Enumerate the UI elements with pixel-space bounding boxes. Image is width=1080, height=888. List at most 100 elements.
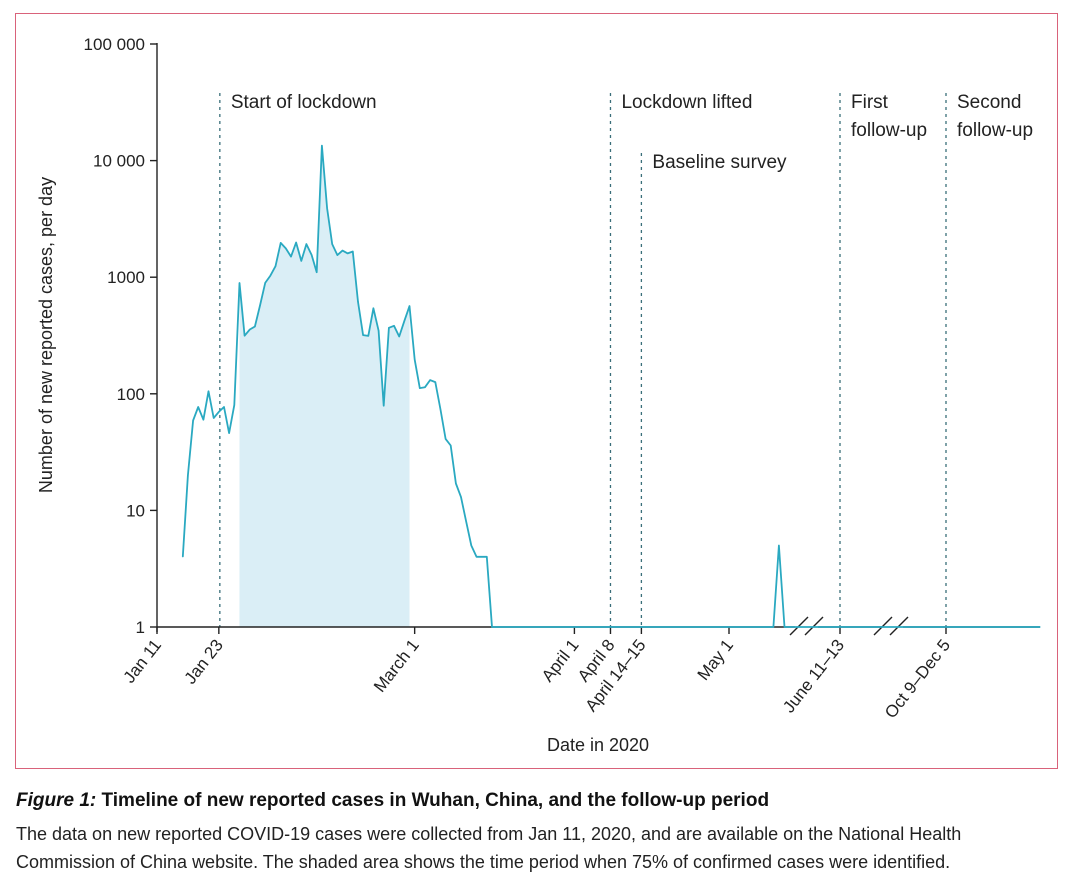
- data-point-4: [202, 419, 204, 421]
- data-point-49: [434, 381, 436, 383]
- shaded-region-layer: [239, 145, 410, 627]
- data-point-48: [429, 379, 431, 381]
- data-point-64: [783, 626, 786, 628]
- series-line: [181, 144, 1040, 628]
- data-point-21: [290, 256, 292, 258]
- x-tick-label-0: Jan 11: [120, 636, 166, 687]
- y-tick-label-3: 1000: [107, 268, 145, 287]
- data-point-60: [491, 626, 493, 628]
- event-label-4-0: Second: [957, 92, 1021, 113]
- data-point-43: [403, 320, 405, 322]
- data-point-14: [254, 325, 256, 328]
- data-point-62: [772, 626, 775, 628]
- data-point-19: [280, 242, 282, 244]
- data-point-57: [475, 556, 478, 558]
- axis-break-mark-0: [789, 616, 809, 636]
- data-point-54: [460, 496, 462, 498]
- data-point-16: [264, 282, 266, 284]
- figure-caption-title: Figure 1: Timeline of new reported cases…: [16, 790, 769, 812]
- data-point-30: [336, 254, 338, 256]
- figure-label: Figure 1:: [16, 790, 97, 811]
- data-point-61: [767, 626, 769, 628]
- annotations-layer: Start of lockdown Lockdown lifted Baseline…: [219, 92, 1033, 627]
- x-tick-label-2: March 1: [370, 636, 423, 696]
- data-point-52: [450, 444, 452, 447]
- data-point-9: [228, 432, 230, 434]
- data-point-47: [424, 386, 426, 388]
- y-tick-label-0: 1: [136, 618, 145, 637]
- y-axis-title: Number of new reported cases, per day: [36, 177, 56, 493]
- data-point-55: [465, 521, 467, 523]
- shaded-region: [239, 145, 410, 627]
- data-point-27: [321, 145, 323, 147]
- data-point-56: [470, 544, 472, 547]
- data-point-7: [218, 411, 220, 413]
- series-layer: [181, 144, 1041, 628]
- event-label-3-1: follow-up: [851, 120, 927, 141]
- data-point-33: [352, 250, 354, 253]
- event-label-0-0: Start of lockdown: [231, 92, 377, 113]
- data-point-34: [357, 301, 359, 303]
- y-tick-label-2: 100: [117, 385, 145, 404]
- x-axis-title: Date in 2020: [547, 735, 649, 755]
- data-point-45: [414, 359, 416, 361]
- data-point-15: [259, 304, 261, 306]
- data-point-35: [362, 334, 364, 336]
- data-point-8: [223, 406, 225, 408]
- data-point-53: [455, 482, 457, 485]
- data-point-37: [372, 307, 374, 309]
- data-point-20: [285, 247, 287, 249]
- x-tick-label-6: May 1: [694, 636, 737, 684]
- data-point-1: [187, 474, 189, 476]
- axis-break-mark-3: [889, 616, 909, 636]
- data-point-24: [305, 243, 307, 245]
- data-point-59: [486, 556, 488, 558]
- data-point-50: [439, 408, 441, 410]
- figure-frame: [15, 13, 1058, 769]
- caption-line-1: The data on new reported COVID-19 cases …: [16, 824, 962, 844]
- data-point-31: [341, 250, 344, 252]
- data-point-40: [388, 327, 390, 329]
- figure-caption-body: The data on new reported COVID-19 cases …: [16, 820, 1066, 876]
- y-tick-label-5: 100 000: [84, 35, 145, 54]
- data-point-58: [481, 556, 483, 558]
- data-point-44: [408, 305, 411, 307]
- data-point-6: [213, 417, 215, 419]
- data-point-46: [419, 387, 421, 389]
- data-point-23: [300, 260, 302, 262]
- data-point-3: [197, 406, 199, 408]
- data-point-5: [207, 390, 210, 392]
- chart: Start of lockdown Lockdown lifted Baseline…: [36, 35, 1041, 755]
- data-point-12: [244, 335, 246, 337]
- data-point-2: [192, 419, 194, 422]
- event-label-3-0: First: [851, 92, 889, 113]
- y-tick-label-4: 10 000: [93, 152, 145, 171]
- event-label-4-1: follow-up: [957, 120, 1033, 141]
- figure-title: Timeline of new reported cases in Wuhan,…: [96, 790, 770, 811]
- event-label-2-0: Baseline survey: [652, 152, 787, 173]
- data-point-63: [778, 544, 780, 547]
- data-point-65: [1039, 626, 1041, 628]
- data-point-10: [233, 404, 235, 406]
- data-point-51: [445, 438, 447, 440]
- y-tick-label-1: 10: [126, 501, 145, 520]
- data-point-17: [269, 275, 271, 277]
- axis-break-mark-1: [804, 616, 824, 636]
- data-point-42: [398, 335, 400, 338]
- x-tick-label-3: April 1: [538, 636, 583, 686]
- data-point-13: [249, 328, 251, 331]
- data-point-29: [331, 243, 333, 245]
- data-point-28: [326, 207, 328, 209]
- data-point-36: [367, 335, 369, 337]
- data-point-32: [347, 252, 349, 254]
- data-point-22: [295, 241, 297, 244]
- data-point-41: [393, 325, 395, 327]
- data-point-25: [311, 254, 313, 256]
- event-label-1-0: Lockdown lifted: [621, 92, 752, 113]
- data-point-38: [378, 330, 380, 332]
- data-point-39: [383, 405, 385, 407]
- labels-layer: 1 10 100 1000 10 000 100 000 Jan 11 Jan 23 March…: [36, 35, 954, 755]
- caption-line-2: Commission of China website. The shaded …: [16, 852, 951, 872]
- data-point-18: [274, 265, 277, 267]
- x-tick-label-1: Jan 23: [181, 636, 227, 688]
